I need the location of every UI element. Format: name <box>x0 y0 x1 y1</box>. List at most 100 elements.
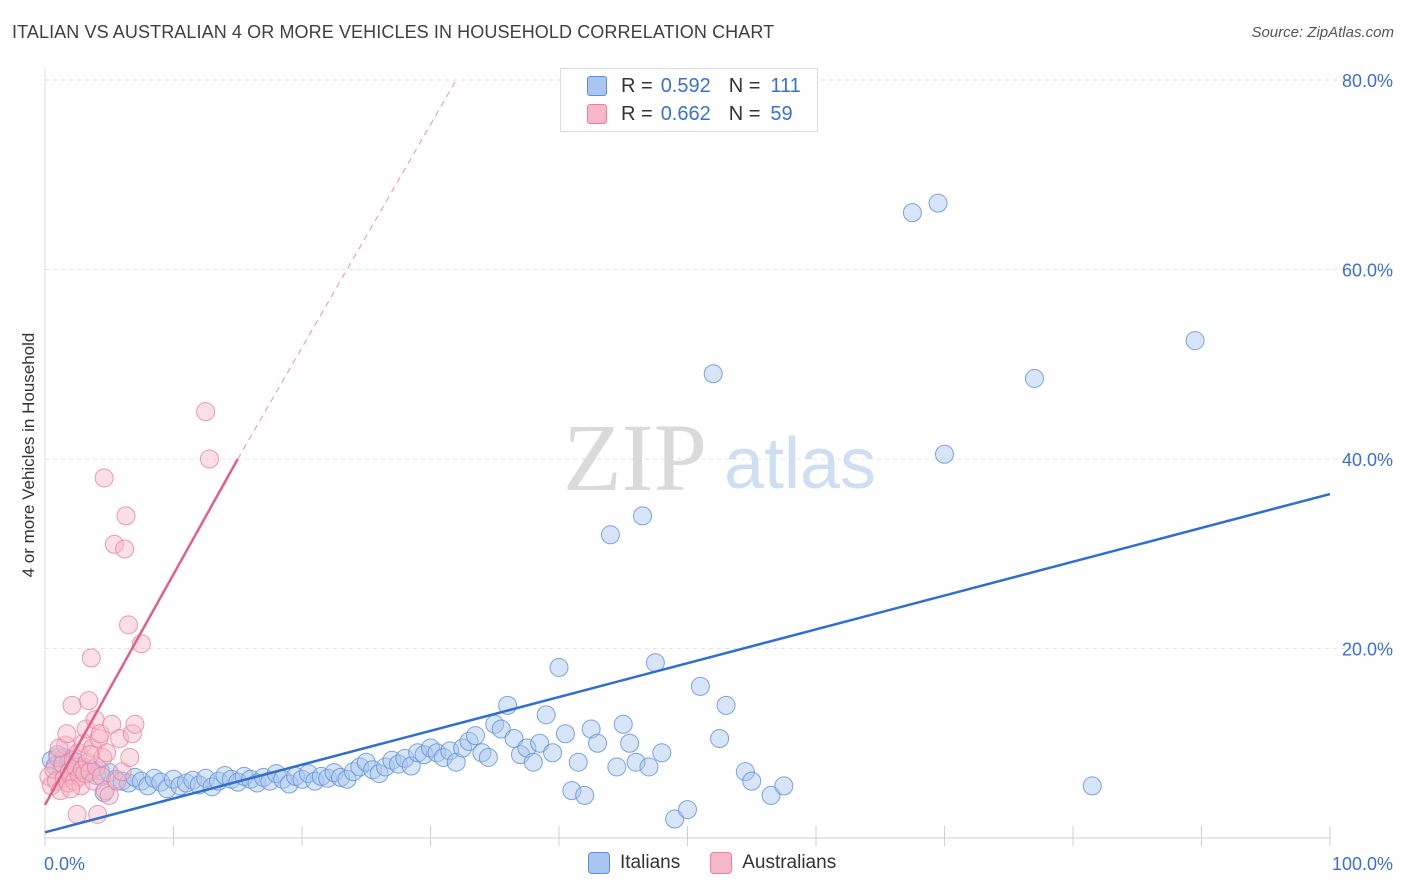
italians-point <box>530 733 550 753</box>
italians-point <box>1185 331 1205 351</box>
italians-point <box>555 724 575 744</box>
italians-point <box>902 203 922 223</box>
italians-point <box>543 743 563 763</box>
legend-item-italians[interactable]: Italians <box>588 852 680 874</box>
legend-italians-row: R = 0.592 N = 111 <box>587 73 801 99</box>
italians-point <box>575 785 595 805</box>
italians-point <box>613 714 633 734</box>
australians-point <box>62 695 82 715</box>
australians-point <box>67 804 87 824</box>
australians-point <box>48 747 68 767</box>
watermark-zip: ZIP <box>563 404 707 511</box>
italians-point <box>620 733 640 753</box>
italians-point <box>408 743 428 763</box>
australians-trendline <box>43 458 239 806</box>
italians-point <box>607 757 627 777</box>
italians-point <box>928 193 948 213</box>
italians-point <box>626 752 646 772</box>
australians-point <box>199 449 219 469</box>
watermark-atlas: atlas <box>724 424 876 504</box>
legend-australians-row: R = 0.662 N = 59 <box>587 101 793 127</box>
italians-point <box>446 752 466 772</box>
italians-point <box>157 779 177 799</box>
italians-point <box>568 752 588 772</box>
italians-point <box>581 719 601 739</box>
legend-item-australians[interactable]: Australians <box>710 852 836 874</box>
italians-point <box>138 776 158 796</box>
italians-r-label: R = <box>621 74 653 97</box>
australians-point <box>57 724 77 744</box>
italians-point <box>523 752 543 772</box>
chart-title: ITALIAN VS AUSTRALIAN 4 OR MORE VEHICLES… <box>12 22 775 42</box>
legend-stats: R = 0.592 N = 111 R = 0.662 N = 59 <box>560 68 818 132</box>
australians-trendline-extension <box>237 79 457 460</box>
italians-point <box>710 729 730 749</box>
italians-legend-label: Italians <box>620 852 681 873</box>
italians-point <box>478 747 498 767</box>
italians-point <box>600 525 620 545</box>
y-tick-label: 40.0% <box>1342 450 1393 470</box>
y-axis-label: 4 or more Vehicles in Household <box>19 333 38 578</box>
italians-point <box>690 676 710 696</box>
australians-r-value: 0.662 <box>660 102 711 125</box>
australians-point <box>61 779 81 799</box>
y-tick-label: 20.0% <box>1342 640 1393 660</box>
italians-point <box>395 748 415 768</box>
italians-point <box>298 764 318 784</box>
australians-point <box>116 506 136 526</box>
australians-r-label: R = <box>621 102 653 125</box>
italians-point <box>144 768 164 788</box>
italians-legend-swatch <box>588 852 610 874</box>
x-tick-label: 100.0% <box>1332 854 1393 874</box>
italians-point <box>337 769 357 789</box>
australians-point <box>97 743 117 763</box>
australians-point <box>110 729 130 749</box>
italians-point <box>639 757 659 777</box>
australians-point <box>94 468 114 488</box>
italians-point <box>735 762 755 782</box>
australians-point <box>196 402 216 422</box>
italians-point <box>774 776 794 796</box>
australians-legend-swatch <box>710 852 733 874</box>
source-label: Source: ZipAtlas.com <box>1251 24 1394 41</box>
italians-swatch <box>587 76 607 96</box>
italians-r-value: 0.592 <box>660 74 711 97</box>
italians-point <box>588 733 608 753</box>
x-tick-label: 0.0% <box>44 854 85 874</box>
australians-point <box>125 714 145 734</box>
italians-point <box>1082 776 1102 796</box>
italians-point <box>742 771 762 791</box>
italians-point <box>536 705 556 725</box>
italians-point <box>1024 368 1044 388</box>
italians-n-label: N = <box>728 74 761 97</box>
italians-point <box>703 364 723 384</box>
italians-n-value: 111 <box>770 74 801 97</box>
italians-point <box>311 766 331 786</box>
australians-legend-label: Australians <box>742 852 837 873</box>
australians-point <box>80 745 100 765</box>
italians-point <box>633 506 653 526</box>
australians-point <box>92 766 112 786</box>
australians-point <box>115 539 135 559</box>
australians-point <box>79 691 99 711</box>
italians-point <box>517 738 537 758</box>
italians-point <box>761 785 781 805</box>
italians-point <box>440 741 460 761</box>
italians-point <box>363 760 383 780</box>
italians-point <box>678 800 697 820</box>
italians-point <box>549 657 569 677</box>
y-tick-label: 60.0% <box>1342 261 1393 281</box>
italians-point <box>935 444 954 464</box>
italians-point <box>465 726 485 746</box>
australians-n-label: N = <box>728 102 761 125</box>
italians-point <box>652 743 672 763</box>
italians-point <box>716 695 736 715</box>
australians-point <box>107 771 127 791</box>
italians-point <box>279 774 299 794</box>
italians-trendline <box>44 492 1331 834</box>
italians-point <box>562 781 582 801</box>
y-tick-label: 80.0% <box>1342 71 1393 91</box>
italians-point <box>331 767 351 787</box>
italians-point <box>504 729 524 749</box>
